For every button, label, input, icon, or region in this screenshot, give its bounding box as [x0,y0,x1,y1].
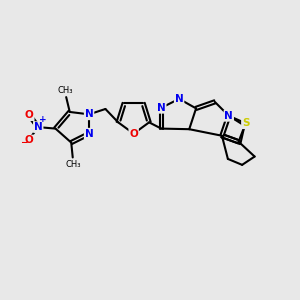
Text: S: S [242,118,250,128]
Text: +: + [39,115,47,124]
Text: N: N [224,111,233,121]
Text: N: N [85,109,93,119]
Text: N: N [34,122,43,132]
Text: CH₃: CH₃ [58,86,73,95]
Text: N: N [175,94,184,104]
Text: O: O [25,136,34,146]
Text: O: O [25,110,34,120]
Text: −: − [20,138,28,147]
Text: CH₃: CH₃ [66,160,81,169]
Text: O: O [129,129,138,139]
Text: N: N [157,103,166,113]
Text: N: N [85,129,93,139]
